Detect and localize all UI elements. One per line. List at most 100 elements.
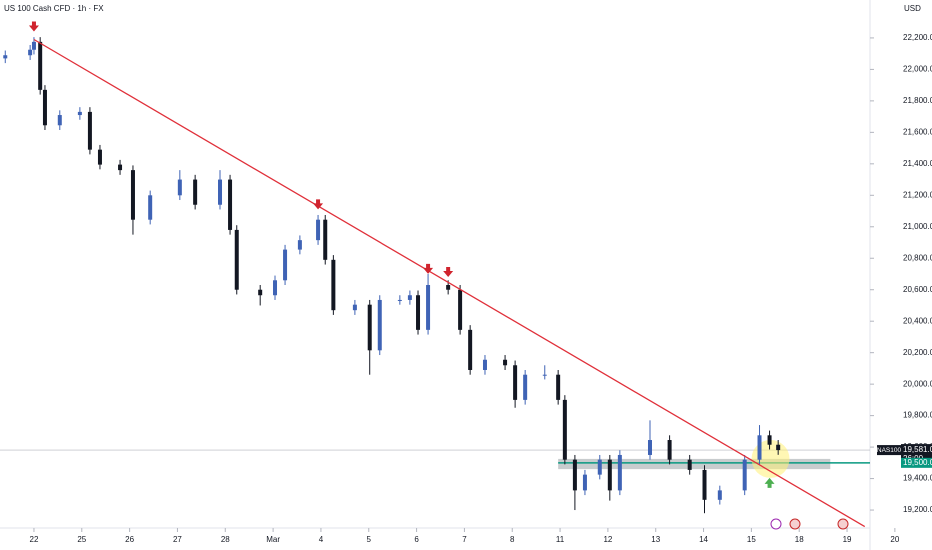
x-tick-label: 28 — [221, 535, 230, 544]
down-arrow — [28, 21, 39, 32]
candle-body — [331, 259, 336, 311]
support-zone — [558, 458, 831, 470]
candle-body — [177, 179, 182, 196]
candle-body — [118, 164, 123, 171]
y-tick-label: 20,200.00 — [903, 348, 932, 357]
candle-body — [283, 249, 288, 281]
candle-body — [42, 89, 47, 126]
candle-body — [647, 440, 652, 455]
candle-body — [468, 329, 473, 370]
chart-title: US 100 Cash CFD · 1h · FX — [4, 4, 104, 13]
candle-body — [130, 170, 135, 220]
candle-body — [617, 454, 622, 491]
level-tag — [901, 457, 932, 468]
candle-body — [572, 459, 577, 491]
x-tick-label: 7 — [462, 535, 467, 544]
y-tick-label: 22,200.00 — [903, 33, 932, 42]
candle-body — [757, 435, 762, 460]
y-tick-label: 20,600.00 — [903, 285, 932, 294]
candle-body — [687, 459, 692, 470]
candle-body — [377, 299, 382, 351]
y-tick-label: 22,000.00 — [903, 65, 932, 74]
down-arrow — [423, 263, 434, 274]
down-arrow — [313, 199, 324, 210]
candle-body — [717, 490, 722, 500]
level-label: 19,500.00 — [903, 458, 932, 467]
up-arrow — [764, 477, 775, 488]
y-tick-label: 21,000.00 — [903, 222, 932, 231]
x-tick-label: 14 — [699, 535, 708, 544]
x-tick-label: 11 — [556, 535, 565, 544]
y-tick-label: 21,800.00 — [903, 96, 932, 105]
y-tick-label: 21,200.00 — [903, 190, 932, 199]
candle-body — [31, 41, 36, 50]
candle-body — [323, 219, 328, 260]
candle-body — [28, 49, 33, 56]
x-tick-label: 20 — [890, 535, 899, 544]
x-tick-label: 18 — [795, 535, 804, 544]
x-tick-label: 12 — [603, 535, 612, 544]
candle-body — [97, 149, 102, 165]
candle-body — [607, 459, 612, 491]
candle-body — [776, 444, 781, 451]
x-tick-label: 26 — [125, 535, 134, 544]
event-icon[interactable] — [770, 518, 782, 530]
candle-body — [258, 289, 263, 296]
x-tick-label: 4 — [319, 535, 324, 544]
event-icon[interactable] — [837, 518, 849, 530]
x-tick-label: 8 — [510, 535, 515, 544]
candle-body — [352, 304, 357, 311]
candle-body — [407, 295, 412, 300]
symbol-tag — [877, 445, 901, 456]
candle-body — [667, 440, 672, 460]
x-tick-label: 13 — [651, 535, 660, 544]
candle-body — [416, 295, 421, 330]
candle-body — [228, 179, 233, 230]
candle-body — [77, 111, 82, 116]
x-tick-label: 5 — [367, 535, 372, 544]
candle-body — [597, 459, 602, 475]
candle-body — [523, 374, 528, 400]
candle-body — [3, 55, 8, 59]
y-tick-label: 19,200.00 — [903, 505, 932, 514]
y-tick-label: 20,000.00 — [903, 379, 932, 388]
event-icon[interactable] — [789, 518, 801, 530]
candle-body — [57, 115, 62, 126]
trendline — [33, 38, 866, 528]
candle-body — [742, 459, 747, 491]
x-tick-label: 25 — [77, 535, 86, 544]
candle-body — [297, 240, 302, 250]
x-tick-label: 22 — [30, 535, 39, 544]
candle-body — [458, 289, 463, 330]
currency: USD — [904, 4, 921, 13]
candle-body — [234, 229, 239, 290]
candle-body — [446, 285, 451, 290]
candle-body — [582, 474, 587, 491]
highlight — [751, 439, 790, 478]
x-tick-label: 19 — [843, 535, 852, 544]
down-arrow — [443, 266, 454, 277]
candle-body — [513, 365, 518, 400]
candle-body — [562, 399, 567, 460]
candle-body — [542, 374, 547, 376]
candle-body — [87, 111, 92, 150]
candle-body — [218, 179, 223, 205]
y-tick-label: 21,600.00 — [903, 127, 932, 136]
y-tick-label: 19,400.00 — [903, 474, 932, 483]
x-tick-label: 27 — [173, 535, 182, 544]
y-tick-label: 20,400.00 — [903, 316, 932, 325]
candle-body — [702, 469, 707, 500]
symbol-label: NAS100 — [877, 447, 902, 454]
candle-body — [148, 195, 153, 220]
candle-body — [426, 285, 431, 330]
candle-body — [482, 359, 487, 370]
y-tick-label: 21,400.00 — [903, 159, 932, 168]
x-tick-label: 6 — [414, 535, 419, 544]
candle-body — [397, 299, 402, 301]
candle-body — [556, 374, 561, 400]
y-tick-label: 20,800.00 — [903, 253, 932, 262]
candle-body — [193, 179, 198, 205]
y-tick-label: 19,800.00 — [903, 411, 932, 420]
candle-body — [767, 435, 772, 445]
